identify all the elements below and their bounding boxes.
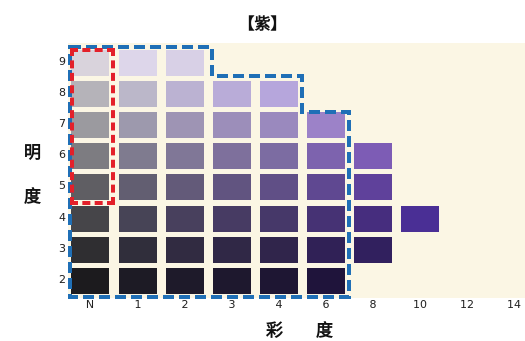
color-swatch <box>307 237 345 263</box>
color-swatch <box>354 237 392 263</box>
value-axis-label-1: 明 <box>24 143 41 163</box>
value-tick-label: 2 <box>59 273 66 286</box>
chroma-tick-label: 2 <box>181 298 189 311</box>
color-swatch <box>354 174 392 200</box>
color-swatch <box>354 206 392 232</box>
chroma-axis-label-1: 彩 <box>266 321 283 341</box>
color-swatch <box>213 143 251 169</box>
color-swatch <box>119 112 157 138</box>
color-swatch <box>401 206 439 232</box>
color-swatch <box>213 81 251 107</box>
chroma-tick-label: N <box>85 298 95 311</box>
color-swatch <box>71 206 109 232</box>
value-tick-label: 3 <box>59 242 66 255</box>
color-swatch <box>119 50 157 76</box>
color-swatch <box>119 143 157 169</box>
color-swatch <box>260 237 298 263</box>
value-tick-label: 5 <box>59 179 66 192</box>
chroma-tick-label: 12 <box>460 298 474 311</box>
color-swatch <box>119 174 157 200</box>
chroma-tick-label: 10 <box>413 298 427 311</box>
color-swatch <box>213 174 251 200</box>
color-swatch <box>260 81 298 107</box>
color-swatch <box>119 81 157 107</box>
chroma-tick-label: 8 <box>369 298 377 311</box>
color-swatch <box>260 206 298 232</box>
chart-title: 【紫】 <box>238 14 287 33</box>
color-swatch <box>260 112 298 138</box>
color-swatch <box>307 174 345 200</box>
chroma-axis-label-2: 度 <box>316 321 333 341</box>
value-tick-label: 8 <box>59 86 66 99</box>
color-swatch <box>166 50 204 76</box>
color-swatch <box>307 268 345 294</box>
neutral-outline-red <box>70 48 115 205</box>
color-swatch <box>166 143 204 169</box>
color-swatch <box>166 206 204 232</box>
color-swatch <box>260 143 298 169</box>
color-swatch <box>307 112 345 138</box>
chroma-tick-label: 14 <box>507 298 521 311</box>
color-swatch <box>354 143 392 169</box>
color-swatch <box>166 81 204 107</box>
color-swatch <box>71 268 109 294</box>
color-swatch <box>166 237 204 263</box>
color-swatch <box>119 268 157 294</box>
value-tick-label: 4 <box>59 211 66 224</box>
color-swatch <box>166 268 204 294</box>
chroma-tick-label: 3 <box>228 298 236 311</box>
color-swatch <box>166 174 204 200</box>
color-swatch <box>119 206 157 232</box>
value-tick-label: 7 <box>59 117 66 130</box>
color-swatch <box>213 268 251 294</box>
color-swatch <box>213 112 251 138</box>
color-swatch <box>260 268 298 294</box>
color-swatch <box>260 174 298 200</box>
value-tick-label: 6 <box>59 148 66 161</box>
value-tick-label: 9 <box>59 55 66 68</box>
chroma-tick-label: 6 <box>322 298 330 311</box>
color-swatch <box>307 143 345 169</box>
chroma-tick-label: 4 <box>275 298 283 311</box>
color-swatch <box>213 206 251 232</box>
color-swatch <box>71 237 109 263</box>
chroma-tick-label: 1 <box>134 298 142 311</box>
color-swatch <box>166 112 204 138</box>
color-swatch <box>213 237 251 263</box>
value-axis-label-2: 度 <box>24 187 41 207</box>
color-swatch <box>119 237 157 263</box>
color-swatch <box>307 206 345 232</box>
